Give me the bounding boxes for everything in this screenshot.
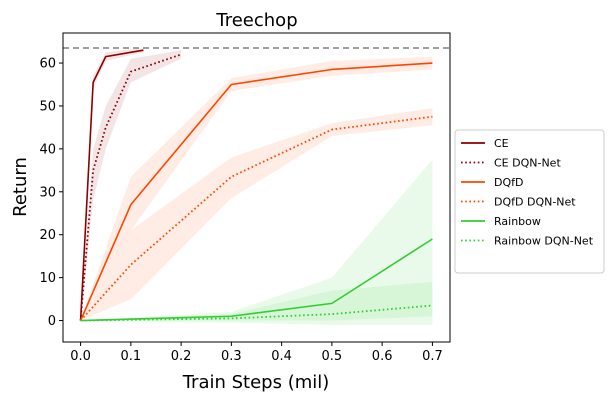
legend-label-dqfd-dqn-net: DQfD DQN-Net [494, 196, 576, 209]
x-tick-label: 0.3 [221, 349, 242, 364]
confidence-bands [80, 48, 433, 325]
line-ce [79, 49, 144, 321]
chart-title: Treechop [215, 10, 297, 31]
legend: CE CE DQN-Net DQfD DQfD DQN-Net Rainbow Rainb… [454, 129, 605, 274]
band-rainbow-dqn-net [80, 281, 433, 325]
plot-frame [62, 32, 451, 343]
band-ce-dqn-net [80, 50, 182, 321]
y-tick-label: 40 [39, 142, 56, 157]
x-tick-label: 0.0 [70, 349, 91, 364]
x-tick-label: 0.2 [171, 349, 192, 364]
legend-label-rainbow-dqn-net: Rainbow DQN-Net [494, 235, 594, 248]
line-rainbow [80, 238, 433, 322]
band-dqfd [80, 56, 433, 321]
line-dqfd-dqn-net [79, 115, 433, 322]
y-tick-label: 60 [39, 57, 56, 72]
legend-box [454, 129, 605, 274]
series-lines [79, 49, 433, 322]
x-axis-label: Train Steps (mil) [182, 372, 330, 393]
x-tick-label: 0.6 [372, 349, 393, 364]
legend-label-dqfd: DQfD [494, 176, 523, 189]
line-ce-dqn-net [79, 53, 182, 321]
y-tick-label: 50 [39, 99, 56, 114]
legend-label-ce-dqn-net: CE DQN-Net [494, 157, 561, 170]
y-tick-label: 10 [39, 271, 56, 286]
line-dqfd [79, 62, 433, 321]
x-tick-label: 0.4 [271, 349, 292, 364]
legend-label-rainbow: Rainbow [494, 215, 541, 228]
x-tick-label: 0.1 [121, 349, 142, 364]
legend-label-ce: CE [494, 137, 509, 150]
y-axis-label: Return [10, 157, 31, 217]
x-tick-label: 0.7 [422, 349, 443, 364]
band-dqfd-dqn-net [80, 108, 433, 321]
y-tick-label: 0 [48, 314, 56, 329]
band-rainbow [80, 159, 433, 321]
y-axis-ticks: 0 10 20 30 40 50 60 [39, 57, 63, 329]
y-tick-label: 20 [39, 228, 56, 243]
x-axis-ticks: 0.0 0.1 0.2 0.3 0.4 0.5 0.6 0.7 [70, 342, 443, 364]
y-tick-label: 30 [39, 185, 56, 200]
x-tick-label: 0.5 [322, 349, 343, 364]
